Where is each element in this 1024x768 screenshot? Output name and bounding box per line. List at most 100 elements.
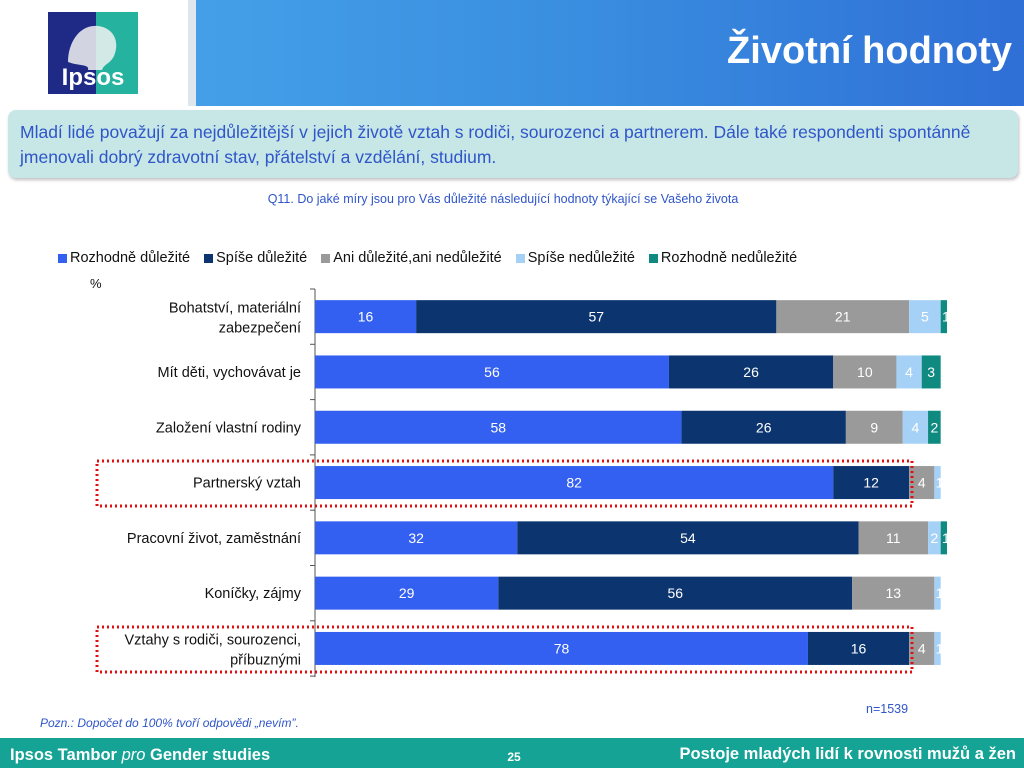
category-label: Bohatství, materiální zabezpečení bbox=[169, 301, 301, 337]
chart-title: Q11. Do jaké míry jsou pro Vás důležité … bbox=[267, 192, 739, 206]
bar-segment bbox=[315, 521, 518, 555]
category-label: Pracovní život, zaměstnání bbox=[127, 531, 301, 547]
legend-label: Ani důležité,ani nedůležité bbox=[333, 250, 502, 266]
legend-swatch bbox=[204, 253, 214, 263]
legend-item: Rozhodně důležité bbox=[58, 250, 190, 266]
data-label: 29 bbox=[399, 585, 415, 601]
bar-segment bbox=[852, 576, 935, 610]
bar-segment bbox=[315, 300, 417, 334]
data-label: 11 bbox=[886, 530, 901, 546]
summary-text: Mladí lidé považují za nejdůležitější v … bbox=[20, 122, 971, 167]
legend-item: Spíše důležité bbox=[204, 250, 307, 266]
footer-client: Gender studies bbox=[150, 746, 271, 764]
logo-text: Ipsos bbox=[61, 64, 125, 91]
bar-segment bbox=[517, 521, 859, 555]
data-label: 10 bbox=[857, 364, 873, 380]
bar-segment bbox=[934, 466, 941, 500]
chart-legend: Rozhodně důležité Spíše důležité Ani důlež… bbox=[58, 248, 811, 268]
data-label: 1 bbox=[942, 530, 950, 546]
data-label: 3 bbox=[927, 364, 935, 380]
data-label: 2 bbox=[930, 419, 938, 435]
bar-segment bbox=[858, 521, 929, 555]
legend-swatch bbox=[515, 253, 525, 263]
data-label: 4 bbox=[912, 419, 920, 435]
data-label: 9 bbox=[870, 419, 878, 435]
summary-callout: Mladí lidé považují za nejdůležitější v … bbox=[8, 110, 1018, 178]
data-label: 0 bbox=[939, 475, 947, 491]
legend-label: Rozhodně důležité bbox=[70, 250, 191, 266]
unit-label: % bbox=[90, 276, 102, 291]
footer-brand: Ipsos Tambor bbox=[10, 746, 117, 764]
data-label: 56 bbox=[667, 585, 683, 601]
data-label: 32 bbox=[408, 530, 424, 546]
ipsos-logo: Ipsos bbox=[48, 12, 138, 94]
category-label: Koníčky, zájmy bbox=[205, 586, 302, 602]
data-label: 54 bbox=[680, 530, 696, 546]
bar-segment bbox=[315, 576, 499, 610]
data-label: 4 bbox=[905, 364, 913, 380]
sample-size: n=1539 bbox=[866, 702, 909, 716]
bar-segment bbox=[902, 410, 929, 444]
data-label: 4 bbox=[918, 475, 926, 491]
footer-bar: Ipsos Tambor pro Gender studies 25 Posto… bbox=[0, 738, 1024, 768]
legend-label: Spíše důležité bbox=[216, 250, 308, 266]
bar-segment bbox=[928, 521, 941, 555]
legend-item: Ani důležité,ani nedůležité bbox=[321, 250, 502, 266]
bar-segment bbox=[807, 631, 910, 665]
data-label: 82 bbox=[566, 475, 582, 491]
legend-swatch bbox=[648, 253, 658, 263]
bar-segment bbox=[896, 355, 922, 389]
data-label: 26 bbox=[756, 419, 772, 435]
data-label: 4 bbox=[918, 640, 926, 656]
category-label: Partnerský vztah bbox=[193, 476, 301, 492]
bar-segment bbox=[776, 300, 910, 334]
data-label: 12 bbox=[863, 475, 879, 491]
footer-report-title: Postoje mladých lidí k rovnosti mužů a ž… bbox=[679, 745, 1017, 763]
bar-segment bbox=[940, 521, 947, 555]
data-label: 5 bbox=[921, 309, 929, 325]
data-label: 56 bbox=[484, 364, 500, 380]
page-number: 25 bbox=[507, 750, 521, 764]
bar-segment bbox=[315, 410, 682, 444]
footer-left: Ipsos Tambor pro Gender studies bbox=[10, 746, 270, 765]
data-label: 13 bbox=[885, 585, 901, 601]
data-label: 58 bbox=[490, 419, 506, 435]
bar-segment bbox=[934, 631, 941, 665]
data-label: 0 bbox=[939, 585, 947, 601]
category-label: Vztahy s rodiči, sourozenci, příbuznými bbox=[125, 632, 302, 668]
data-label: 78 bbox=[554, 640, 570, 656]
data-label: 1 bbox=[936, 475, 944, 491]
data-label: 21 bbox=[835, 309, 851, 325]
bar-segment bbox=[315, 631, 808, 665]
data-label: 1 bbox=[942, 309, 950, 325]
bar-segment bbox=[940, 300, 947, 334]
data-label: 57 bbox=[588, 309, 604, 325]
data-label: 1 bbox=[936, 585, 944, 601]
page-title: Životní hodnoty bbox=[727, 30, 1012, 72]
data-label: 2 bbox=[930, 530, 938, 546]
bar-segment bbox=[845, 410, 903, 444]
data-label: 1 bbox=[936, 640, 944, 656]
category-label: Mít děti, vychovávat je bbox=[158, 365, 301, 381]
bar-segment bbox=[668, 355, 834, 389]
data-label: 26 bbox=[743, 364, 759, 380]
footnote: Pozn.: Dopočet do 100% tvoří odpovědi „n… bbox=[40, 716, 299, 730]
bar-segment bbox=[315, 466, 834, 500]
bar-segment bbox=[833, 466, 910, 500]
legend-swatch bbox=[58, 253, 67, 263]
legend-label: Rozhodně nedůležité bbox=[660, 250, 798, 266]
legend-label: Spíše nedůležité bbox=[527, 250, 635, 266]
category-label: Založení vlastní rodiny bbox=[156, 420, 302, 436]
header-banner: Ipsos Životní hodnoty bbox=[0, 0, 1024, 106]
legend-swatch bbox=[321, 253, 331, 263]
legend-item: Spíše nedůležité bbox=[515, 250, 635, 266]
logo-panel: Ipsos bbox=[0, 0, 188, 106]
bar-segment bbox=[315, 355, 669, 389]
bar-segment bbox=[934, 576, 941, 610]
bar-segment bbox=[681, 410, 846, 444]
bar-segment bbox=[909, 300, 941, 334]
data-label: 16 bbox=[851, 640, 867, 656]
bar-segment bbox=[921, 355, 941, 389]
data-label: 0 bbox=[939, 640, 947, 656]
